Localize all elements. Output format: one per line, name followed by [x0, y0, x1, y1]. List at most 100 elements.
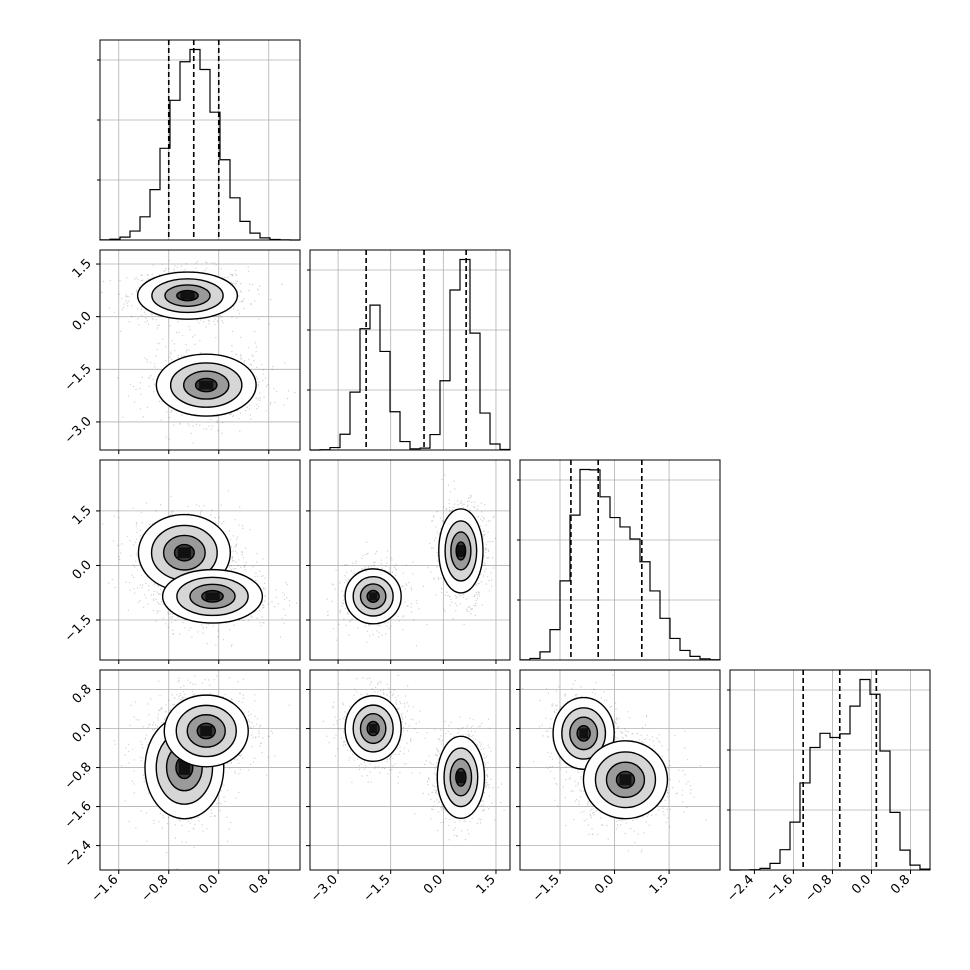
- contour-line: [605, 761, 646, 799]
- contour-line: [615, 770, 636, 789]
- contour-line: [561, 707, 607, 760]
- contour-line: [449, 758, 473, 797]
- y-tick-label: −1.5: [62, 612, 95, 645]
- contour-line: [450, 531, 472, 571]
- contour-line: [155, 353, 257, 417]
- hist-frame: [729, 669, 931, 871]
- panel-frame: [99, 249, 301, 451]
- panel-frame: [519, 669, 721, 871]
- density-peak: [177, 547, 191, 559]
- contour-line: [163, 694, 249, 768]
- contour-line: [175, 704, 237, 758]
- hist-panel-0: [97, 39, 301, 241]
- density-peak: [456, 544, 465, 557]
- contour-line: [194, 377, 218, 393]
- x-tick-label: 0.8: [888, 872, 913, 897]
- hist-frame: [519, 459, 721, 661]
- contour-line: [569, 716, 599, 751]
- hist-panel-3: −2.4 −1.6 −0.8 0.0 0.8: [724, 669, 931, 905]
- contour-line: [344, 568, 402, 625]
- x-tick-label: 0.0: [592, 872, 617, 897]
- contour-line: [161, 568, 264, 624]
- density-peak: [180, 291, 195, 300]
- contour-line: [438, 508, 484, 594]
- x-tick-label: −1.5: [361, 872, 394, 905]
- density-peak: [178, 760, 190, 775]
- y-tick-label: 0.0: [70, 558, 95, 583]
- x-tick-label: 0.0: [421, 872, 446, 897]
- x-tick-label: −2.4: [724, 872, 757, 905]
- x-tick-label: −0.8: [802, 872, 835, 905]
- density-peak: [369, 723, 378, 734]
- hist-frame: [99, 39, 301, 241]
- y-tick-label: −1.5: [62, 362, 95, 395]
- histogram-steps: [99, 48, 301, 241]
- panel-frame: [309, 459, 511, 661]
- contour-line: [196, 722, 216, 740]
- panel-3-0: −1.6 −0.8 0.0 0.8−2.4−1.6−0.80.00.8: [62, 669, 301, 905]
- panel-3-2: −1.5 0.0 1.5: [516, 669, 721, 905]
- panel-content: [310, 460, 510, 660]
- y-tick-label: −0.8: [62, 760, 95, 793]
- panel-frame: [309, 669, 511, 871]
- x-tick-label: 0.0: [196, 872, 221, 897]
- density-peak: [619, 774, 632, 786]
- contour-line: [443, 747, 479, 808]
- histogram-steps: [309, 258, 511, 451]
- y-tick-label: −1.6: [62, 799, 95, 832]
- contour-line: [136, 271, 239, 320]
- y-tick-label: −2.4: [62, 838, 95, 871]
- contour-line: [176, 289, 199, 302]
- panel-content: [520, 670, 720, 870]
- hist-panel-2: [517, 459, 721, 661]
- x-tick-label: −1.6: [89, 872, 122, 905]
- x-tick-label: −1.6: [763, 872, 796, 905]
- panel-2-0: −1.5 0.0 1.5: [62, 459, 301, 664]
- density-peak: [205, 592, 220, 601]
- contour-line: [582, 740, 669, 820]
- contour-line: [176, 576, 249, 617]
- panel-frame: [99, 459, 301, 661]
- y-tick-label: 0.8: [70, 682, 95, 707]
- histogram-steps: [729, 678, 931, 871]
- contour-line: [201, 589, 224, 603]
- hist-panel-1: [307, 249, 511, 451]
- contour-line: [173, 543, 195, 562]
- panel-3-1: −3.0 −1.5 0.0 1.5: [306, 669, 511, 905]
- contour-line: [436, 735, 486, 819]
- density-peak: [579, 728, 588, 739]
- contour-line: [352, 704, 394, 753]
- x-tick-label: 1.5: [647, 872, 672, 897]
- contour-line: [162, 534, 206, 571]
- contour-line: [189, 583, 236, 610]
- contour-line: [186, 714, 226, 748]
- contour-line: [359, 713, 387, 745]
- y-tick-label: 0.0: [70, 309, 95, 334]
- contour-line: [576, 725, 591, 742]
- x-tick-label: −1.5: [530, 872, 563, 905]
- contour-line: [594, 751, 657, 809]
- panel-1-0: −3.0 −1.5 0.0 1.5: [62, 249, 301, 454]
- histogram-steps: [519, 468, 721, 661]
- y-tick-label: 1.5: [70, 256, 95, 281]
- contour-line: [182, 370, 230, 400]
- contour-line: [366, 720, 380, 737]
- contour-line: [552, 696, 615, 770]
- y-tick-label: 0.0: [70, 721, 95, 746]
- contour-line: [455, 541, 467, 561]
- panel-content: [100, 460, 300, 660]
- contour-line: [352, 576, 394, 617]
- density-peak: [200, 725, 213, 737]
- density-peak: [456, 771, 465, 784]
- contour-line: [164, 284, 211, 307]
- panel-2-1: [306, 459, 511, 664]
- contour-line: [444, 520, 478, 582]
- x-tick-label: −0.8: [139, 872, 172, 905]
- panel-content: [100, 670, 300, 870]
- contour-line: [151, 278, 224, 314]
- contour-line: [169, 362, 243, 408]
- contour-line: [366, 589, 380, 603]
- x-tick-label: 0.0: [849, 872, 874, 897]
- panel-content: [310, 670, 510, 870]
- panel-content: [100, 250, 300, 450]
